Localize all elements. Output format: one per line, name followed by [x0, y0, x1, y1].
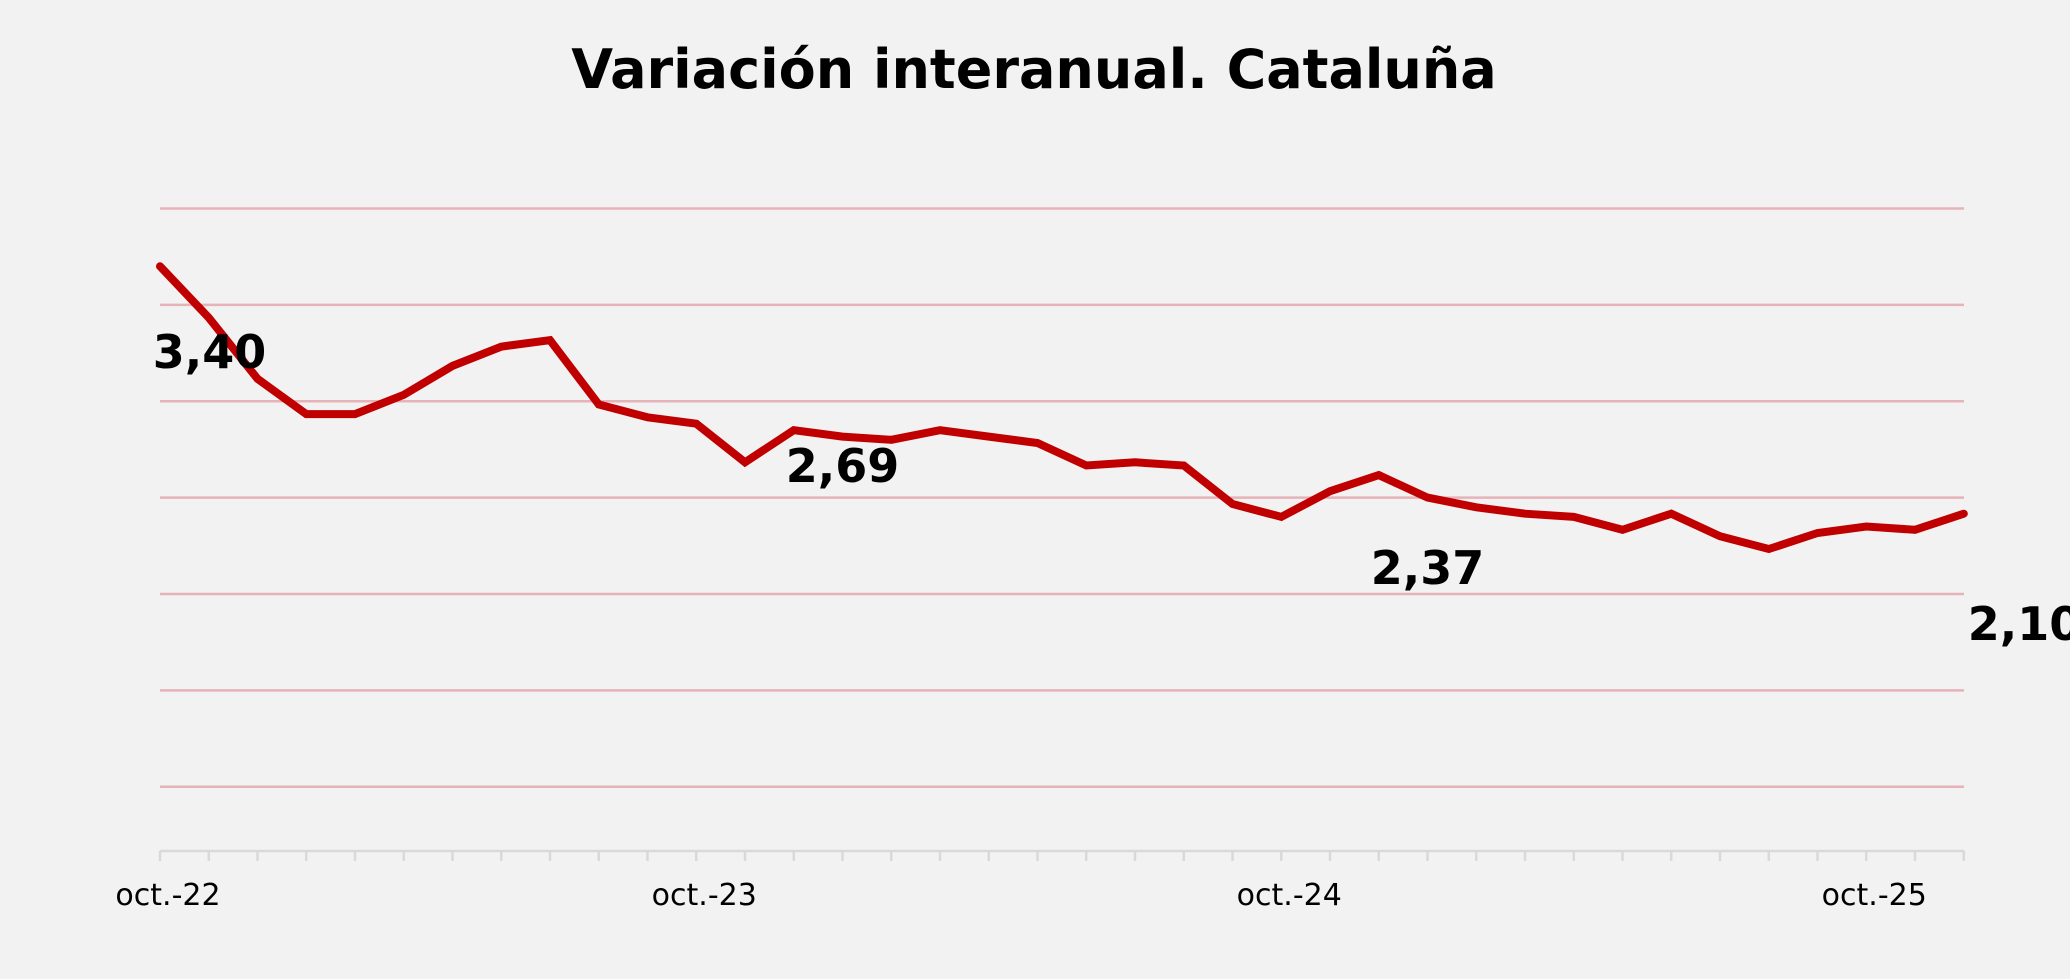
series-layer — [156, 262, 1968, 554]
chart-title: Variación interanual. Cataluña — [571, 38, 1497, 101]
data-label: 2,37 — [1371, 541, 1485, 595]
x-tick-label: oct.-23 — [652, 878, 757, 913]
x-tick-label: oct.-24 — [1237, 878, 1342, 913]
data-label: 3,40 — [153, 325, 267, 379]
series-line — [156, 262, 1968, 554]
x-tick-label: oct.-25 — [1822, 878, 1927, 913]
data-labels: 3,40 2,69 2,37 2,10 — [153, 325, 2070, 651]
data-label: 2,69 — [786, 439, 900, 493]
gridlines — [160, 207, 1964, 788]
x-axis-ticks — [158, 851, 1965, 861]
data-label: 2,10 — [1968, 597, 2070, 651]
x-axis-labels: oct.-22 oct.-23 oct.-24 oct.-25 — [115, 878, 1926, 913]
x-tick-label: oct.-22 — [115, 878, 220, 913]
